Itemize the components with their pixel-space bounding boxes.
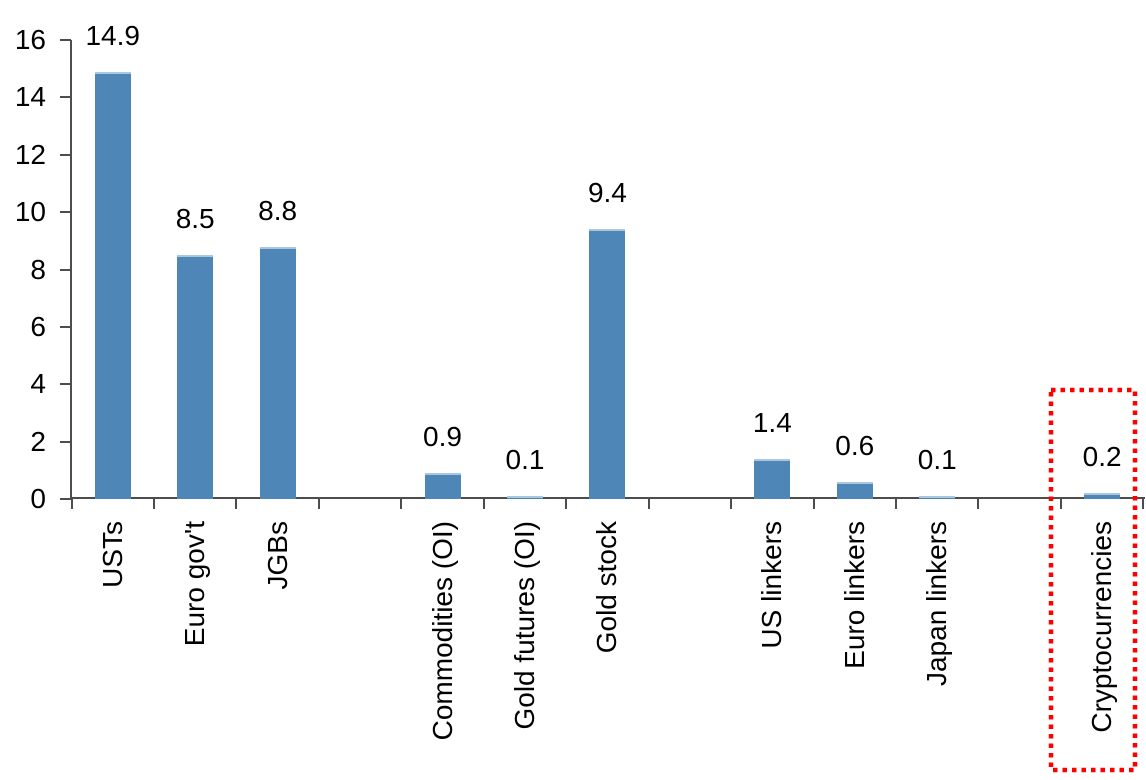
category-label: Euro linkers [838,521,870,669]
x-axis-tick [647,497,650,509]
y-axis-tick-label: 8 [30,253,46,285]
bar-value-label: 0.9 [423,421,462,452]
y-axis-tick-label: 0 [30,483,46,514]
bar-value-label: 8.5 [175,203,215,234]
bar [754,459,791,499]
category-label: Gold futures (OI) [508,521,540,730]
y-axis-tick-label: 16 [14,24,46,55]
category-label: Gold stock [591,521,623,654]
bar-value-label: 9.4 [587,177,627,208]
bar-value-label: 0.2 [1082,441,1122,472]
x-axis-tick [1142,497,1145,509]
bar-value-label: 8.8 [258,195,298,226]
x-axis-tick [812,497,815,509]
bar-value-label: 1.4 [752,407,792,438]
y-axis-tick-label: 4 [30,368,46,400]
y-axis-tick-label: 10 [14,196,46,228]
y-axis-tick [60,268,71,271]
category-label: USTs [96,521,128,588]
x-axis-tick [70,497,73,509]
x-axis-tick [482,497,485,509]
x-axis-tick [730,497,733,509]
y-axis-tick-label: 12 [14,138,46,170]
bar-value-label: 0.6 [835,430,875,461]
y-axis-tick [60,440,71,443]
bar [836,482,873,499]
y-axis [70,40,72,499]
category-label: Cryptocurrencies [1086,521,1118,733]
bar-value-label: 0.1 [505,444,545,475]
bar [177,255,214,499]
bar [1084,493,1121,499]
x-axis-tick [152,497,155,509]
x-axis-tick [565,497,568,509]
bar [919,496,956,499]
y-axis-tick-label: 6 [30,310,46,342]
x-axis-tick [317,497,320,509]
x-axis-tick [235,497,238,509]
x-axis-tick [1059,497,1062,509]
bar [259,247,296,499]
y-axis-tick [60,498,71,500]
y-axis-tick [60,96,71,99]
x-axis-tick [895,497,897,509]
category-label: JGBs [261,521,293,590]
category-label: Euro gov't [179,521,211,647]
bar [506,496,543,499]
bar-value-label: 14.9 [85,20,140,51]
y-axis-tick [60,383,71,386]
x-axis-tick [977,497,980,509]
y-axis-tick [60,153,71,156]
category-label: US linkers [756,521,788,649]
bar [424,473,461,499]
category-label: Commodities (OI) [426,521,458,741]
x-axis-tick [400,497,403,509]
bar [589,229,626,499]
category-label: Japan linkers [921,521,953,686]
y-axis-tick-label: 14 [14,81,46,113]
y-axis-tick [60,325,71,328]
y-axis-tick [60,39,71,41]
bar-value-label: 0.1 [917,444,957,475]
y-axis-tick-label: 2 [30,425,46,457]
bar [94,72,131,499]
y-axis-tick [60,211,71,214]
